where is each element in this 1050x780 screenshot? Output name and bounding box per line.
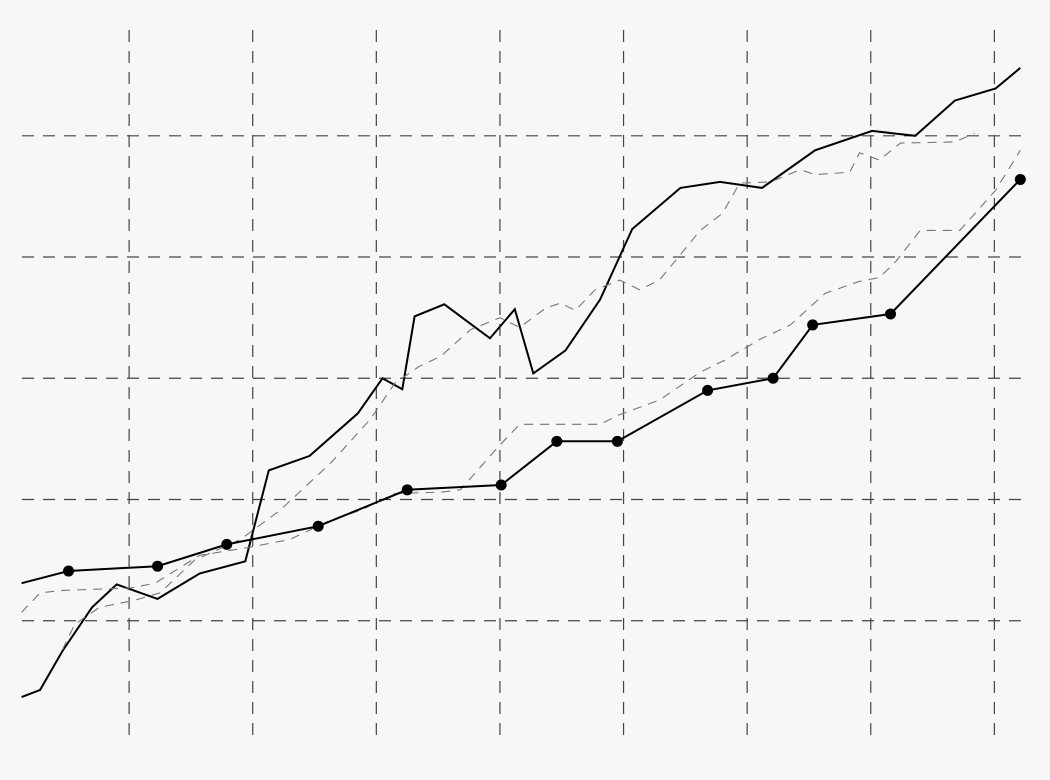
data-point-marker xyxy=(495,479,507,491)
grid xyxy=(22,30,1022,736)
data-point-marker xyxy=(63,565,75,577)
data-point-marker xyxy=(767,372,779,384)
data-point-marker xyxy=(312,520,324,532)
data-point-marker xyxy=(611,435,623,447)
series-line-1 xyxy=(21,67,1021,699)
series-group xyxy=(21,67,1026,699)
data-point-marker xyxy=(401,484,413,496)
data-point-marker xyxy=(702,384,714,396)
data-point-marker xyxy=(221,538,233,550)
data-point-marker xyxy=(551,435,563,447)
series-line-3 xyxy=(21,150,1021,613)
data-point-marker xyxy=(1014,173,1026,185)
series-line-4 xyxy=(21,178,1022,585)
data-point-marker xyxy=(807,319,819,331)
data-point-marker xyxy=(152,560,164,572)
data-point-marker xyxy=(885,308,897,320)
